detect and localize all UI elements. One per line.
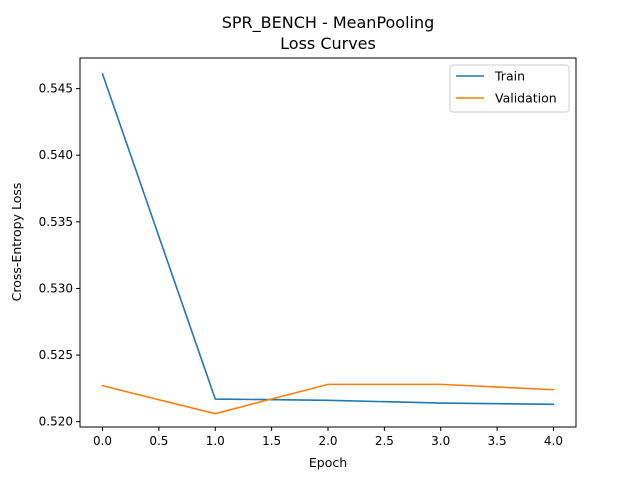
x-tick-label: 1.0 [206, 434, 225, 448]
x-tick-label: 3.0 [431, 434, 450, 448]
legend-label-train: Train [494, 69, 525, 84]
x-tick-label: 4.0 [544, 434, 563, 448]
y-axis-label: Cross-Entropy Loss [9, 183, 24, 302]
y-tick-label: 0.540 [39, 148, 73, 162]
series-line-validation [101, 383, 555, 415]
x-tick-label: 1.5 [262, 434, 281, 448]
x-axis-label: Epoch [309, 455, 347, 470]
y-tick-label: 0.520 [39, 415, 73, 429]
x-axis-ticks: 0.0 0.5 1.0 1.5 2.0 2.5 3.0 3.5 4.0 [93, 427, 563, 448]
x-tick-label: 2.0 [318, 434, 337, 448]
x-tick-label: 0.0 [93, 434, 112, 448]
y-axis-ticks: 0.520 0.525 0.530 0.535 0.540 0.545 [39, 82, 80, 429]
x-tick-label: 3.5 [488, 434, 507, 448]
y-tick-label: 0.535 [39, 215, 73, 229]
series-line-train [101, 72, 555, 406]
y-tick-label: 0.545 [39, 82, 73, 96]
legend-label-validation: Validation [495, 91, 557, 106]
series-layer [101, 72, 555, 415]
x-tick-label: 0.5 [149, 434, 168, 448]
chart-title-line-1: SPR_BENCH - MeanPooling [222, 13, 435, 33]
legend: Train Validation [449, 64, 570, 113]
y-tick-label: 0.525 [39, 348, 73, 362]
y-tick-label: 0.530 [39, 281, 73, 295]
chart-title-line-2: Loss Curves [280, 34, 376, 53]
x-tick-label: 2.5 [375, 434, 394, 448]
